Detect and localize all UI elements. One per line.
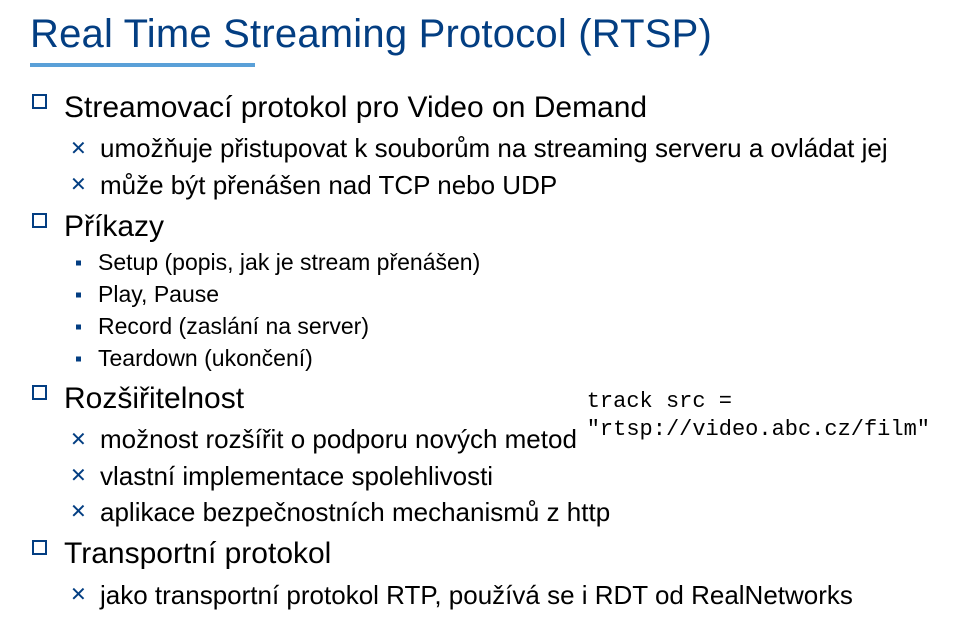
list-item-label: aplikace bezpečnostních mechanismů z htt… xyxy=(100,495,610,529)
list-item-label: Teardown (ukončení) xyxy=(98,345,313,371)
square-bullet-icon xyxy=(32,213,47,228)
list-item: Streamovací protokol pro Video on Demand… xyxy=(64,89,930,202)
list-item: Transportní protokol ✕ jako transportní … xyxy=(64,535,930,612)
bullet-list: Streamovací protokol pro Video on Demand… xyxy=(30,89,930,612)
list-item: Příkazy Setup (popis, jak je stream přen… xyxy=(64,208,930,374)
x-bullet-icon: ✕ xyxy=(70,466,84,486)
slide-title: Real Time Streaming Protocol (RTSP) xyxy=(30,12,930,57)
list-item-label: může být přenášen nad TCP nebo UDP xyxy=(100,168,557,202)
list-item: ✕ jako transportní protokol RTP, používá… xyxy=(100,578,930,612)
square-bullet-icon xyxy=(32,385,47,400)
list-item-label: Record (zaslání na server) xyxy=(98,313,369,339)
list-item-label: Transportní protokol xyxy=(64,537,331,570)
square-bullet-icon xyxy=(32,94,47,109)
list-item: Play, Pause xyxy=(98,280,930,310)
list-item-label: jako transportní protokol RTP, používá s… xyxy=(100,578,853,612)
title-underline xyxy=(30,63,255,67)
dot-bullet-icon xyxy=(76,261,81,266)
list-item: Record (zaslání na server) xyxy=(98,312,930,342)
bullet-sublist: Setup (popis, jak je stream přenášen) Pl… xyxy=(64,248,930,374)
list-item-label: Rozšiřitelnost xyxy=(64,382,244,415)
list-item: Teardown (ukončení) xyxy=(98,344,930,374)
code-snippet: track src = "rtsp://video.abc.cz/film" xyxy=(587,388,930,443)
list-item: ✕ umožňuje přistupovat k souborům na str… xyxy=(100,131,930,165)
dot-bullet-icon xyxy=(76,293,81,298)
list-item-label: možnost rozšířit o podporu nových metod xyxy=(100,422,577,456)
x-bullet-icon: ✕ xyxy=(70,430,84,450)
x-bullet-icon: ✕ xyxy=(70,502,84,522)
dot-bullet-icon xyxy=(76,325,81,330)
dot-bullet-icon xyxy=(76,357,81,362)
code-line: track src = xyxy=(587,389,732,414)
list-item-label: Setup (popis, jak je stream přenášen) xyxy=(98,249,480,275)
list-item-label: umožňuje přistupovat k souborům na strea… xyxy=(100,131,888,165)
list-item: ✕ aplikace bezpečnostních mechanismů z h… xyxy=(100,495,930,529)
list-item-label: Play, Pause xyxy=(98,281,219,307)
square-bullet-icon xyxy=(32,540,47,555)
list-item: ✕ může být přenášen nad TCP nebo UDP xyxy=(100,168,930,202)
x-bullet-icon: ✕ xyxy=(70,139,84,159)
code-line: "rtsp://video.abc.cz/film" xyxy=(587,417,930,442)
list-item-label: vlastní implementace spolehlivosti xyxy=(100,459,493,493)
bullet-sublist: ✕ umožňuje přistupovat k souborům na str… xyxy=(64,131,930,202)
list-item-label: Streamovací protokol pro Video on Demand xyxy=(64,91,647,124)
list-item-label: Příkazy xyxy=(64,210,164,243)
x-bullet-icon: ✕ xyxy=(70,585,84,605)
x-bullet-icon: ✕ xyxy=(70,175,84,195)
list-item: ✕ vlastní implementace spolehlivosti xyxy=(100,459,930,493)
list-item: Setup (popis, jak je stream přenášen) xyxy=(98,248,930,278)
bullet-sublist: ✕ jako transportní protokol RTP, používá… xyxy=(64,578,930,612)
